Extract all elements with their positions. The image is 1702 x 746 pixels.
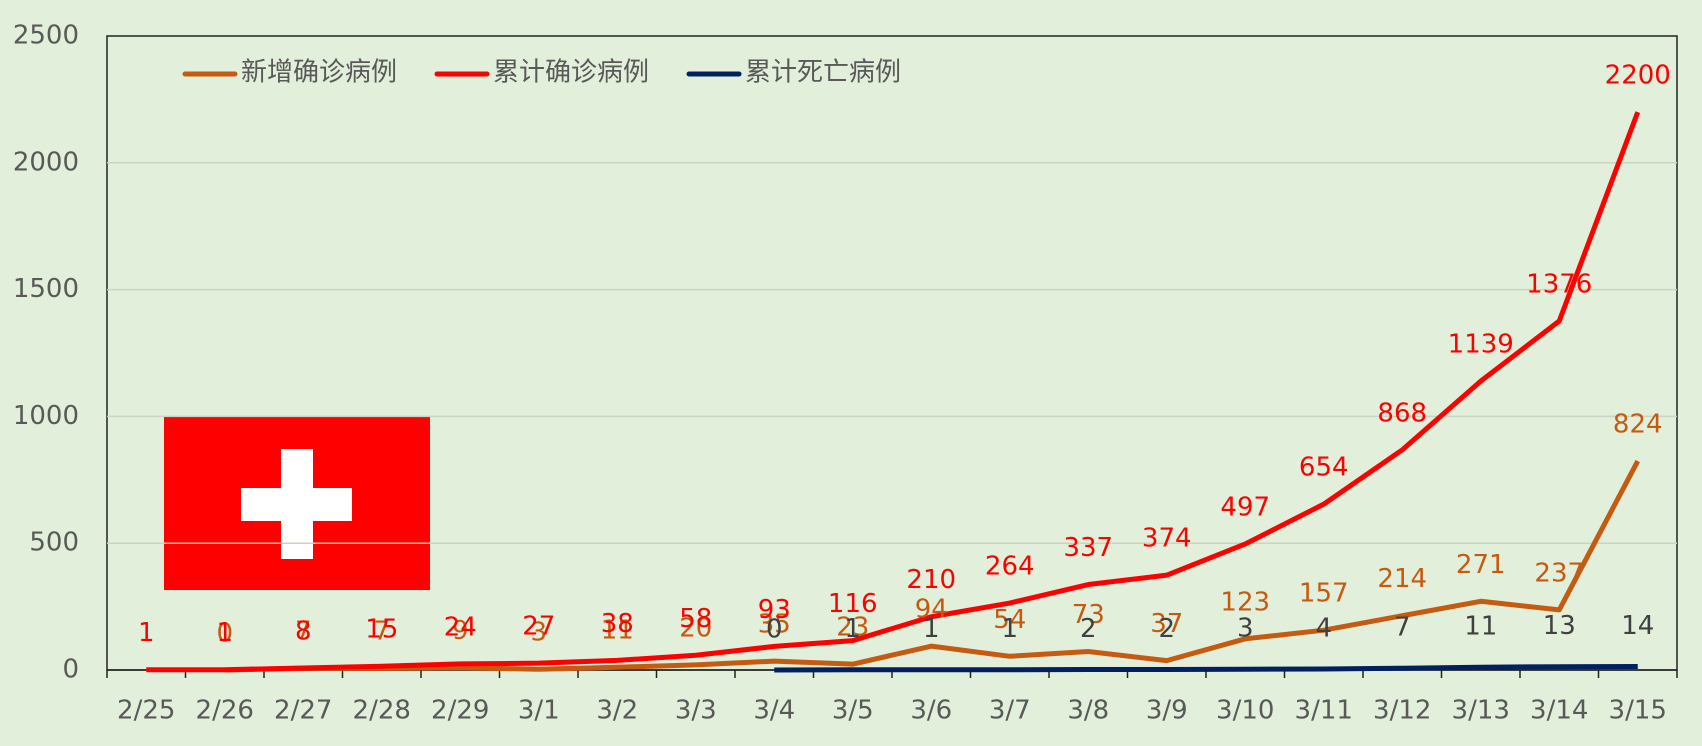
x-tick-label: 3/2 [596,696,638,726]
legend-label: 累计确诊病例 [493,58,649,88]
data-label: 38 [601,609,634,639]
y-tick-label: 2000 [13,147,79,177]
data-label: 35 [758,610,791,640]
y-tick-label: 1000 [13,401,79,431]
data-label: 123 [1220,587,1270,617]
swiss-flag [164,417,430,590]
y-tick-label: 1500 [13,274,79,304]
data-label: 374 [1142,524,1192,554]
x-tick-label: 3/6 [910,696,952,726]
data-label: 94 [915,595,948,625]
x-tick-label: 3/8 [1067,696,1109,726]
data-label: 214 [1377,564,1427,594]
data-label: 2 [1158,614,1175,644]
data-label: 1139 [1448,330,1514,360]
data-label: 58 [679,604,712,634]
y-tick-label: 2500 [13,21,79,51]
data-label: 13 [1543,611,1576,641]
x-tick-label: 3/10 [1216,696,1274,726]
data-label: 27 [522,612,555,642]
data-label: 9 [452,616,469,646]
legend-label: 累计死亡病例 [745,58,901,88]
data-label: 37 [1150,609,1183,639]
data-label: 11 [1464,612,1497,642]
x-tick-label: 3/12 [1373,696,1431,726]
data-label: 2 [1080,614,1097,644]
data-label: 1 [923,614,940,644]
x-tick-label: 3/11 [1295,696,1353,726]
data-label: 654 [1299,453,1349,483]
x-tick-label: 2/28 [353,696,411,726]
data-label: 3 [530,618,547,648]
data-label: 24 [444,612,477,642]
data-label: 0 [766,615,783,645]
data-label: 93 [758,595,791,625]
x-tick-label: 3/3 [675,696,717,726]
x-tick-label: 2/26 [196,696,254,726]
x-tick-label: 3/5 [832,696,874,726]
data-label: 1 [138,618,155,648]
data-label: 1 [216,618,233,648]
data-label: 20 [679,613,712,643]
data-label: 497 [1220,492,1270,522]
data-label: 0 [216,619,233,649]
x-tick-label: 3/4 [753,696,795,726]
data-label: 73 [1072,600,1105,630]
data-label: 1 [1001,614,1018,644]
data-label: 868 [1377,398,1427,428]
legend-label: 新增确诊病例 [241,58,397,88]
x-tick-label: 2/27 [274,696,332,726]
y-tick-label: 500 [29,528,79,558]
flag-cross [241,488,352,521]
y-tick-label: 0 [62,655,79,685]
series-line [224,459,1640,673]
data-label: 264 [985,552,1035,582]
data-label: 54 [993,605,1026,635]
x-tick-label: 3/9 [1146,696,1188,726]
data-label: 8 [295,616,312,646]
data-label: 23 [836,613,869,643]
data-label: 7 [373,617,390,647]
data-label: 7 [1394,613,1411,643]
data-label: 3 [1237,614,1254,644]
data-label: 157 [1299,579,1349,609]
data-label: 7 [295,617,312,647]
x-tick-label: 3/13 [1452,696,1510,726]
series-line [774,663,1638,673]
data-label: 15 [365,615,398,645]
x-tick-label: 3/15 [1609,696,1667,726]
data-label: 11 [601,616,634,646]
data-label: 4 [1315,613,1332,643]
x-tick-label: 3/7 [989,696,1031,726]
x-tick-label: 3/14 [1530,696,1588,726]
data-label: 116 [828,589,878,619]
x-tick-label: 3/1 [518,696,560,726]
data-label: 1376 [1526,270,1592,300]
series-line [146,111,1641,673]
x-tick-label: 2/29 [431,696,489,726]
data-label: 210 [906,565,956,595]
data-label: 337 [1063,533,1113,563]
data-label: 824 [1613,410,1663,440]
data-label: 271 [1456,550,1506,580]
x-tick-label: 2/25 [117,696,175,726]
data-label: 237 [1534,558,1584,588]
data-label: 1 [844,614,861,644]
data-label: 14 [1621,611,1654,641]
data-label: 2200 [1605,61,1671,91]
